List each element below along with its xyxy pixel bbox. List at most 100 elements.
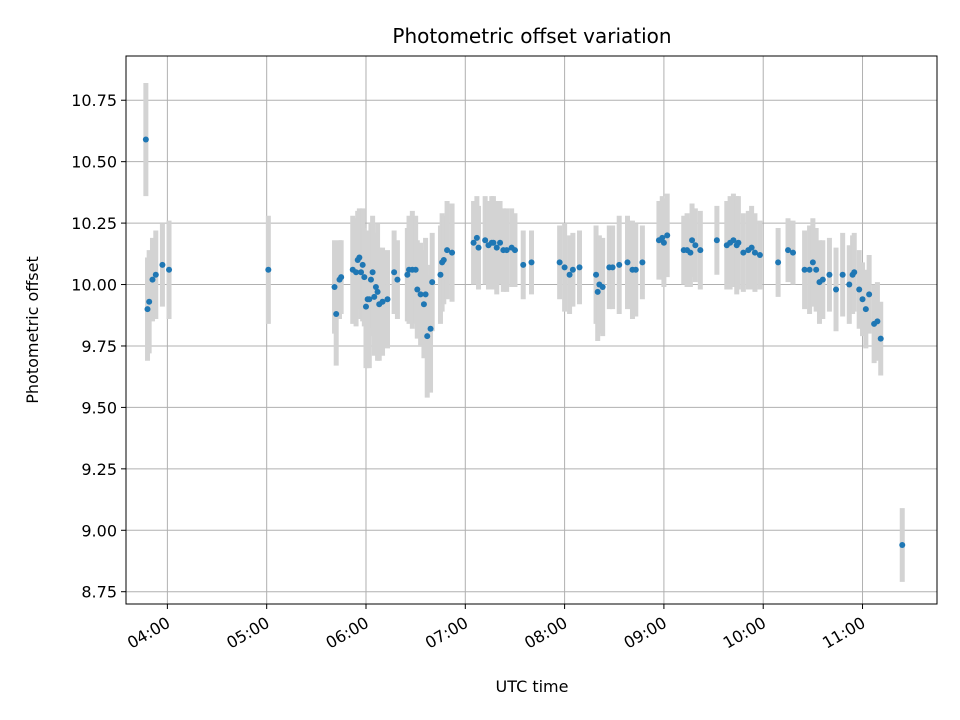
data-point	[520, 261, 527, 268]
data-point	[414, 286, 421, 293]
data-point	[899, 542, 906, 549]
data-point	[482, 237, 489, 244]
y-tick-label: 10.50	[71, 153, 117, 172]
data-point	[819, 276, 826, 283]
data-point	[473, 234, 480, 241]
data-point	[859, 296, 866, 303]
data-point	[790, 249, 797, 256]
data-point	[632, 266, 639, 273]
data-point	[359, 261, 366, 268]
data-point	[593, 271, 600, 278]
data-point	[846, 281, 853, 288]
data-point	[493, 244, 500, 251]
data-point	[833, 286, 840, 293]
data-point	[149, 276, 156, 283]
data-point	[265, 266, 272, 273]
y-tick-label: 10.25	[71, 214, 117, 233]
data-point	[475, 244, 482, 251]
data-point	[371, 293, 378, 300]
data-point	[664, 232, 671, 239]
data-point	[331, 283, 338, 290]
data-point	[813, 266, 820, 273]
y-tick-label: 10.75	[71, 91, 117, 110]
data-point	[561, 264, 568, 271]
data-point	[159, 261, 166, 268]
data-point	[660, 239, 667, 246]
y-axis-label: Photometric offset	[23, 256, 42, 404]
data-point	[449, 249, 456, 256]
data-point	[152, 271, 159, 278]
data-point	[362, 303, 369, 310]
data-point	[566, 271, 573, 278]
data-point	[427, 325, 434, 332]
data-point	[862, 306, 869, 313]
data-point	[697, 247, 704, 254]
data-point	[785, 247, 792, 254]
data-point	[874, 318, 881, 325]
data-point	[404, 271, 411, 278]
data-point	[748, 244, 755, 251]
data-point	[511, 247, 518, 254]
y-tick-label: 8.75	[81, 583, 117, 602]
data-point	[866, 291, 873, 298]
data-point	[503, 247, 510, 254]
data-point	[497, 239, 504, 246]
data-point	[437, 271, 444, 278]
data-point	[379, 298, 386, 305]
y-tick-label: 9.25	[81, 460, 117, 479]
data-point	[751, 249, 758, 256]
chart-title: Photometric offset variation	[392, 24, 671, 48]
x-axis-label: UTC time	[496, 677, 569, 696]
data-point	[412, 266, 419, 273]
data-point	[358, 269, 365, 276]
data-point	[689, 237, 696, 244]
data-point	[599, 283, 606, 290]
data-point	[142, 136, 149, 143]
data-point	[356, 254, 363, 261]
data-point	[556, 259, 563, 266]
data-point	[490, 239, 497, 246]
y-tick-label: 9.75	[81, 337, 117, 356]
data-point	[659, 234, 666, 241]
data-point	[372, 283, 379, 290]
data-point	[424, 333, 431, 340]
data-point	[353, 269, 360, 276]
plot-frame	[125, 55, 938, 605]
data-point	[470, 239, 477, 246]
data-point	[877, 335, 884, 342]
data-point	[740, 249, 747, 256]
y-axis-ticks: 8.75 9.00 9.25 9.50 9.75 10.00 10.25 10.50 10.75	[71, 91, 126, 602]
data-point	[806, 266, 813, 273]
data-point	[801, 266, 808, 273]
data-point	[856, 286, 863, 293]
data-point	[338, 274, 345, 281]
data-point	[369, 269, 376, 276]
data-point	[616, 261, 623, 268]
data-point	[429, 279, 436, 286]
data-point	[422, 291, 429, 298]
y-tick-label: 10.00	[71, 276, 117, 295]
data-point	[624, 259, 631, 266]
data-point	[692, 242, 699, 249]
data-point	[775, 259, 782, 266]
data-point	[367, 276, 374, 283]
data-point	[826, 271, 833, 278]
data-point	[839, 271, 846, 278]
data-point	[851, 269, 858, 276]
data-point	[756, 252, 763, 259]
data-point	[384, 296, 391, 303]
data-point	[391, 269, 398, 276]
data-point	[146, 298, 153, 305]
data-points	[142, 136, 906, 549]
data-point	[735, 239, 742, 246]
data-point	[361, 274, 368, 281]
data-point	[444, 247, 451, 254]
data-point	[366, 296, 373, 303]
data-point	[713, 237, 720, 244]
data-point	[374, 288, 381, 295]
data-point	[687, 249, 694, 256]
data-point	[333, 311, 340, 318]
data-point	[166, 266, 173, 273]
